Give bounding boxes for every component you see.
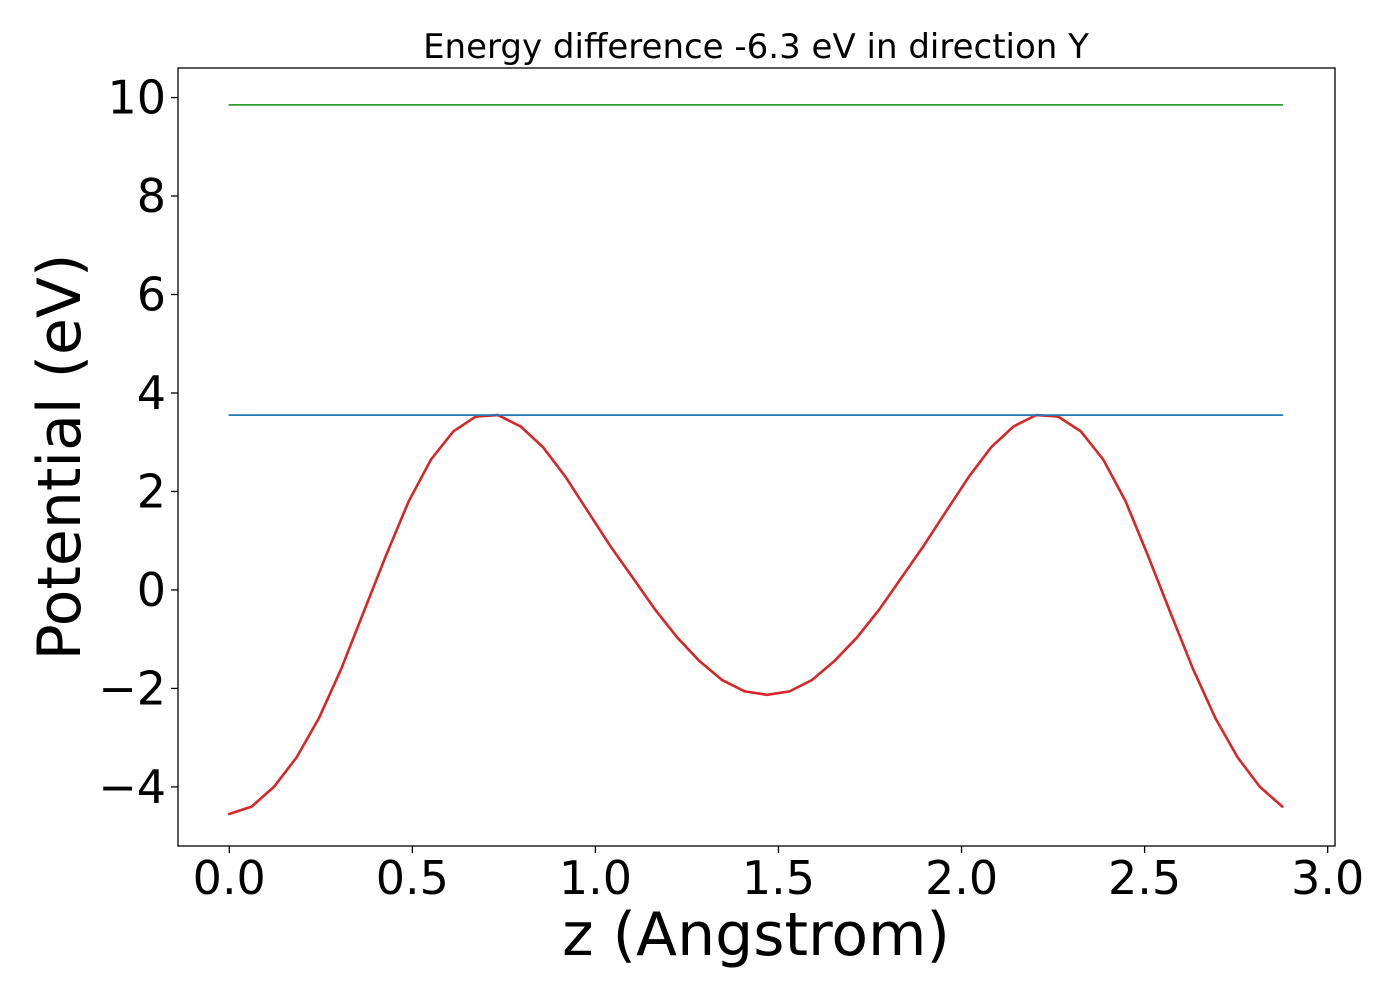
series-layer [228,104,1284,816]
y-tick-label: 0 [137,563,166,617]
x-tick-label: 2.5 [1108,851,1181,905]
series-line-potential [228,413,1284,816]
y-tick-label: 2 [137,464,166,518]
y-tick-label: 8 [137,169,166,223]
plot-area [177,67,1336,847]
y-tick-label: −4 [98,760,166,814]
x-tick-label: 0.5 [376,851,449,905]
x-tick-label: 1.0 [559,851,632,905]
y-tick-label: 6 [137,268,166,322]
x-tick-label: 1.5 [742,851,815,905]
chart-title: Energy difference -6.3 eV in direction Y [423,27,1089,67]
x-axis: 0.0 0.5 1.0 1.5 2.0 2.5 3.0 [193,846,1364,905]
x-tick-label: 2.0 [925,851,998,905]
y-axis: −4 −2 0 2 4 6 8 10 [98,71,178,814]
x-tick-label: 3.0 [1291,851,1364,905]
y-tick-label: 4 [137,366,166,420]
y-tick-label: −2 [98,661,166,715]
axes-frame [177,67,1336,847]
y-tick-label: 10 [107,71,166,125]
x-tick-label: 0.0 [193,851,266,905]
x-axis-label: z (Angstrom) [562,900,950,970]
y-axis-label: Potential (eV) [25,254,95,661]
